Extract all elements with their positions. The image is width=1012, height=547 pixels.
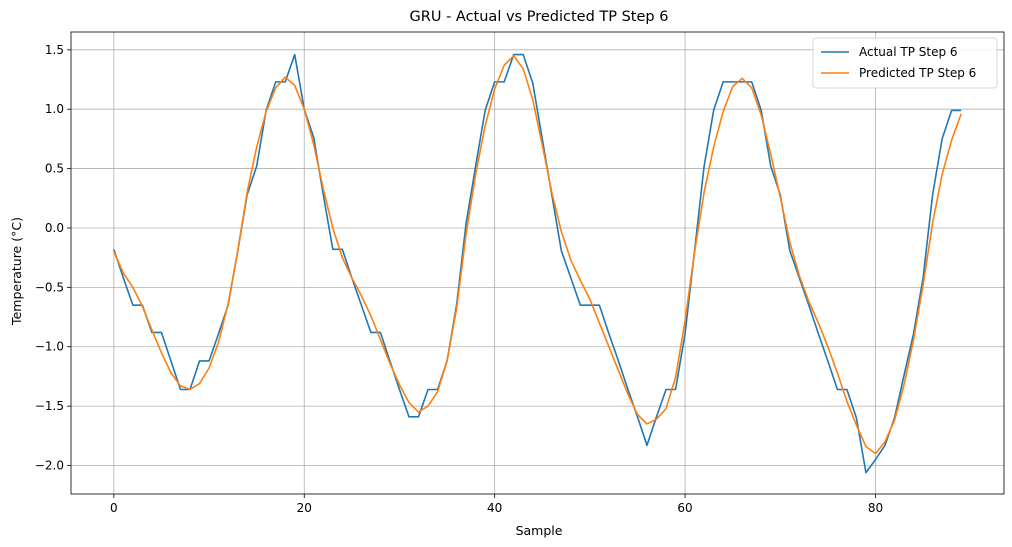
x-tick-label: 0 [110,501,118,515]
y-tick-label: 1.0 [45,102,64,116]
y-axis: −2.0 −1.5 −1.0 −0.5 0.0 0.5 1.0 1.5 [35,43,71,472]
x-tick-label: 40 [487,501,502,515]
y-tick-label: 0.0 [45,221,64,235]
x-tick-label: 20 [297,501,312,515]
plot-frame [70,31,1005,495]
legend-box [812,37,998,89]
y-tick-label: −1.5 [35,399,64,413]
y-tick-label: −2.0 [35,458,64,472]
series-line-predicted [113,54,962,455]
y-axis-label: Temperature (°C) [9,217,24,326]
series-line-actual [113,53,962,474]
x-tick-label: 80 [868,501,883,515]
y-tick-label: −1.0 [35,340,64,354]
x-axis-label: Sample [516,523,563,538]
y-tick-label: −0.5 [35,280,64,294]
legend-label: Predicted TP Step 6 [859,66,976,80]
series-layer [113,53,962,474]
x-tick-label: 60 [677,501,692,515]
legend-label: Actual TP Step 6 [859,45,958,59]
x-axis: 0 20 40 60 80 [110,494,883,515]
y-tick-label: 0.5 [45,162,64,176]
y-tick-label: 1.5 [45,43,64,57]
legend: Actual TP Step 6 Predicted TP Step 6 [812,37,998,89]
chart-title: GRU - Actual vs Predicted TP Step 6 [410,9,669,25]
